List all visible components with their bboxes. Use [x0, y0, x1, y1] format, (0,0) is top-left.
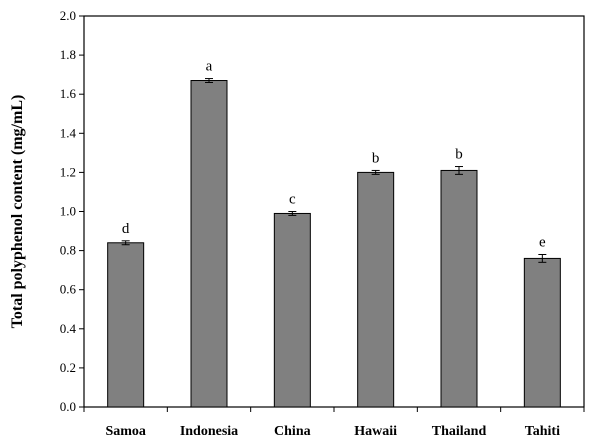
y-tick-label: 1.4 — [60, 125, 77, 140]
significance-label: c — [289, 192, 296, 208]
y-tick-label: 0.6 — [60, 282, 77, 297]
bar-samoa — [107, 242, 145, 408]
y-tick-label: 0.4 — [60, 321, 77, 336]
x-tick-label: Indonesia — [180, 424, 238, 439]
y-tick-label: 1.6 — [60, 86, 77, 101]
y-tick-label: 0.0 — [60, 399, 76, 414]
y-tick-label: 1.0 — [60, 204, 76, 219]
plot-frame — [83, 15, 585, 408]
bar-tahiti — [523, 257, 561, 408]
x-tick-label: Thailand — [432, 424, 487, 439]
plot-area: 0.0 0.2 0.4 0.6 0.8 1.0 1.2 1.4 1.6 1.8 2.0 d Samoa a… — [60, 8, 585, 439]
x-tick-label: China — [274, 424, 311, 439]
bar-china — [273, 212, 311, 408]
y-tick-label: 1.8 — [60, 47, 76, 62]
x-tick-label: Hawaii — [354, 424, 397, 439]
significance-label: b — [455, 147, 463, 163]
bar-hawaii — [357, 171, 395, 408]
bar-thailand — [440, 169, 478, 408]
significance-label: d — [122, 221, 130, 237]
x-tick-label: Samoa — [105, 424, 145, 439]
significance-label: e — [539, 235, 546, 251]
y-axis-label: Total polyphenol content (mg/mL) — [9, 95, 26, 329]
y-tick-label: 2.0 — [60, 8, 76, 23]
y-tick-label: 0.2 — [60, 360, 76, 375]
y-tick-label: 0.8 — [60, 243, 76, 258]
significance-label: b — [372, 150, 380, 166]
bar-indonesia — [190, 80, 228, 408]
y-tick-label: 1.2 — [60, 164, 76, 179]
significance-label: a — [206, 59, 213, 75]
x-tick-label: Tahiti — [525, 424, 560, 439]
